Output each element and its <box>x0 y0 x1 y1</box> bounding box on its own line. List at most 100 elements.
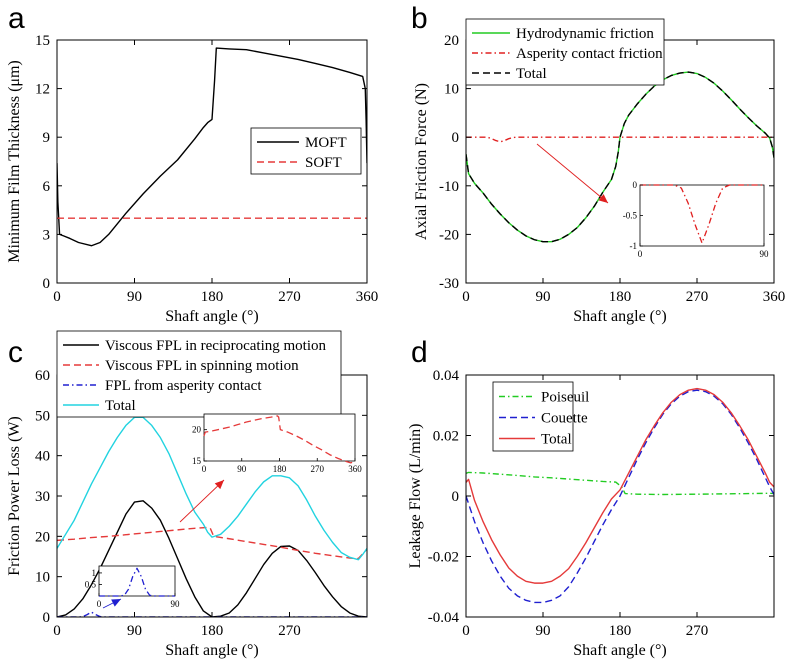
y-tick-label: 12 <box>35 82 50 98</box>
x-tick-label: 270 <box>686 289 709 305</box>
legend-c-box <box>56 330 342 418</box>
inset-b-y-tick-label: -1 <box>630 241 638 251</box>
x-axis-label: Shaft angle (°) <box>573 642 666 659</box>
panel-a-series-moft <box>57 47 367 247</box>
y-tick-label: 0 <box>43 276 51 292</box>
inset-c-arrow-red-shaft <box>179 479 225 523</box>
panel-d: 0 90 180 270 -0.04 -0.02 0 0.02 0.04 Shaft angle … <box>407 368 775 659</box>
y-axis-label: Leakage Flow (L/min) <box>407 424 424 569</box>
legend-c-label: Viscous FPL in spinning motion <box>105 358 299 374</box>
inset-b-series-asperity-contact-friction <box>640 184 764 244</box>
y-tick-label: 6 <box>43 179 51 195</box>
inset-c-spinning-x-tick-label: 180 <box>273 464 287 474</box>
inset-c-spinning-y-tick-label: 20 <box>192 425 202 435</box>
inset-b-box <box>639 184 765 247</box>
x-tick-label: 0 <box>53 623 61 639</box>
legend-c-label: Viscous FPL in reciprocating motion <box>105 338 327 354</box>
y-tick-label: -20 <box>439 227 459 243</box>
inset-b: 0 90 0 -0.5 -1 <box>623 180 769 259</box>
panel-c-series-viscous-fpl-in-spinning-motion <box>57 526 367 560</box>
y-tick-label: 10 <box>444 82 459 98</box>
legend-b-box <box>465 18 665 86</box>
legend-b-label: Total <box>516 66 547 82</box>
y-tick-label: -10 <box>439 179 459 195</box>
x-tick-label: 360 <box>763 289 786 305</box>
legend-d-label: Couette <box>541 411 588 427</box>
inset-c-arrow-blue-head <box>111 599 121 607</box>
x-tick-label: 0 <box>462 289 470 305</box>
x-tick-label: 90 <box>536 289 551 305</box>
inset-c-spinning-x-tick-label: 90 <box>237 464 247 474</box>
y-tick-label: 0 <box>452 489 460 505</box>
inset-c-spinning-y-tick-label: 15 <box>192 456 202 466</box>
inset-b-x-tick-label: 0 <box>638 249 643 259</box>
panel-b-series-total <box>466 71 774 243</box>
y-tick-label: -30 <box>439 276 459 292</box>
inset-c-asperity: 0 90 0.51 <box>85 565 180 609</box>
y-tick-label: 0 <box>43 610 51 626</box>
y-tick-label: 10 <box>35 570 50 586</box>
y-tick-label: 0.04 <box>433 368 460 384</box>
inset-b-y-tick-label: 0 <box>633 180 638 190</box>
panel-c-series-viscous-fpl-in-reciprocating-motion <box>57 500 367 617</box>
x-tick-label: 90 <box>127 289 142 305</box>
x-tick-label: 90 <box>127 623 142 639</box>
panel-letter-b: b <box>411 2 428 35</box>
inset-c-asperity-y-tick-label: 0.5 <box>85 579 97 589</box>
panel-a: 0 90 180 270 360 0 3 6 9 12 15 Shaft angle (°) Minim… <box>6 33 378 325</box>
legend-d-label: Total <box>541 432 572 448</box>
y-tick-label: 0 <box>452 130 460 146</box>
legend-a-label: SOFT <box>305 155 342 171</box>
x-tick-label: 270 <box>278 623 301 639</box>
inset-c-spinning-series-viscous-fpl-in-spinning-motion <box>203 415 356 464</box>
y-tick-label: -0.04 <box>428 610 460 626</box>
y-tick-label: 50 <box>35 408 50 424</box>
inset-c-spinning-x-tick-label: 360 <box>348 464 362 474</box>
inset-b-arrow-shaft <box>536 143 609 204</box>
inset-c-asperity-y-tick-label: 1 <box>92 568 97 578</box>
y-axis-label: Minimum Film Thickness (μm) <box>6 60 23 263</box>
y-tick-label: 30 <box>35 489 50 505</box>
series-group-d <box>466 387 774 604</box>
y-tick-label: 3 <box>43 227 51 243</box>
y-axis-label: Friction Power Loss (W) <box>6 416 23 576</box>
panel-b-series-asperity-contact-friction <box>466 136 774 143</box>
series-group-b <box>466 71 774 243</box>
x-tick-label: 90 <box>536 623 551 639</box>
x-tick-label: 270 <box>278 289 301 305</box>
y-tick-label: 9 <box>43 130 51 146</box>
legend-c-label: FPL from asperity contact <box>105 378 262 394</box>
y-tick-label: 60 <box>35 368 50 384</box>
y-tick-label: -0.02 <box>428 550 459 566</box>
y-tick-label: 15 <box>35 33 50 49</box>
legend-b-label: Hydrodynamic friction <box>516 26 654 42</box>
inset-c-asperity-box <box>98 565 176 597</box>
legend-a-label: MOFT <box>305 135 347 151</box>
x-tick-label: 0 <box>462 623 470 639</box>
inset-c-spinning-x-tick-label: 0 <box>202 464 207 474</box>
y-tick-label: 0.02 <box>433 429 459 445</box>
y-axis-label: Axial Friction Force (N) <box>413 83 430 240</box>
series-group-a <box>57 47 367 247</box>
panel-d-series-couette <box>466 389 774 604</box>
inset-b-arrow-head <box>598 194 608 203</box>
x-tick-label: 360 <box>356 289 379 305</box>
x-axis-label: Shaft angle (°) <box>573 308 666 325</box>
inset-c-asperity-series-fpl-from-asperity-contact <box>99 567 175 597</box>
x-axis-label: Shaft angle (°) <box>165 642 258 659</box>
inset-b-y-tick-label: -0.5 <box>623 211 638 221</box>
x-tick-label: 180 <box>201 289 224 305</box>
inset-c-spinning-x-tick-label: 270 <box>311 464 325 474</box>
panel-d-series-poiseuil <box>466 471 774 496</box>
panel-letter-a: a <box>8 2 25 35</box>
legend-a-box <box>250 127 362 175</box>
x-tick-label: 270 <box>686 623 709 639</box>
y-tick-label: 20 <box>444 33 459 49</box>
inset-c-asperity-x-tick-label: 0 <box>97 599 102 609</box>
inset-b-x-tick-label: 90 <box>760 249 770 259</box>
inset-c-arrow-red-head <box>214 480 224 490</box>
x-axis-label: Shaft angle (°) <box>165 308 258 325</box>
x-tick-label: 180 <box>609 289 632 305</box>
